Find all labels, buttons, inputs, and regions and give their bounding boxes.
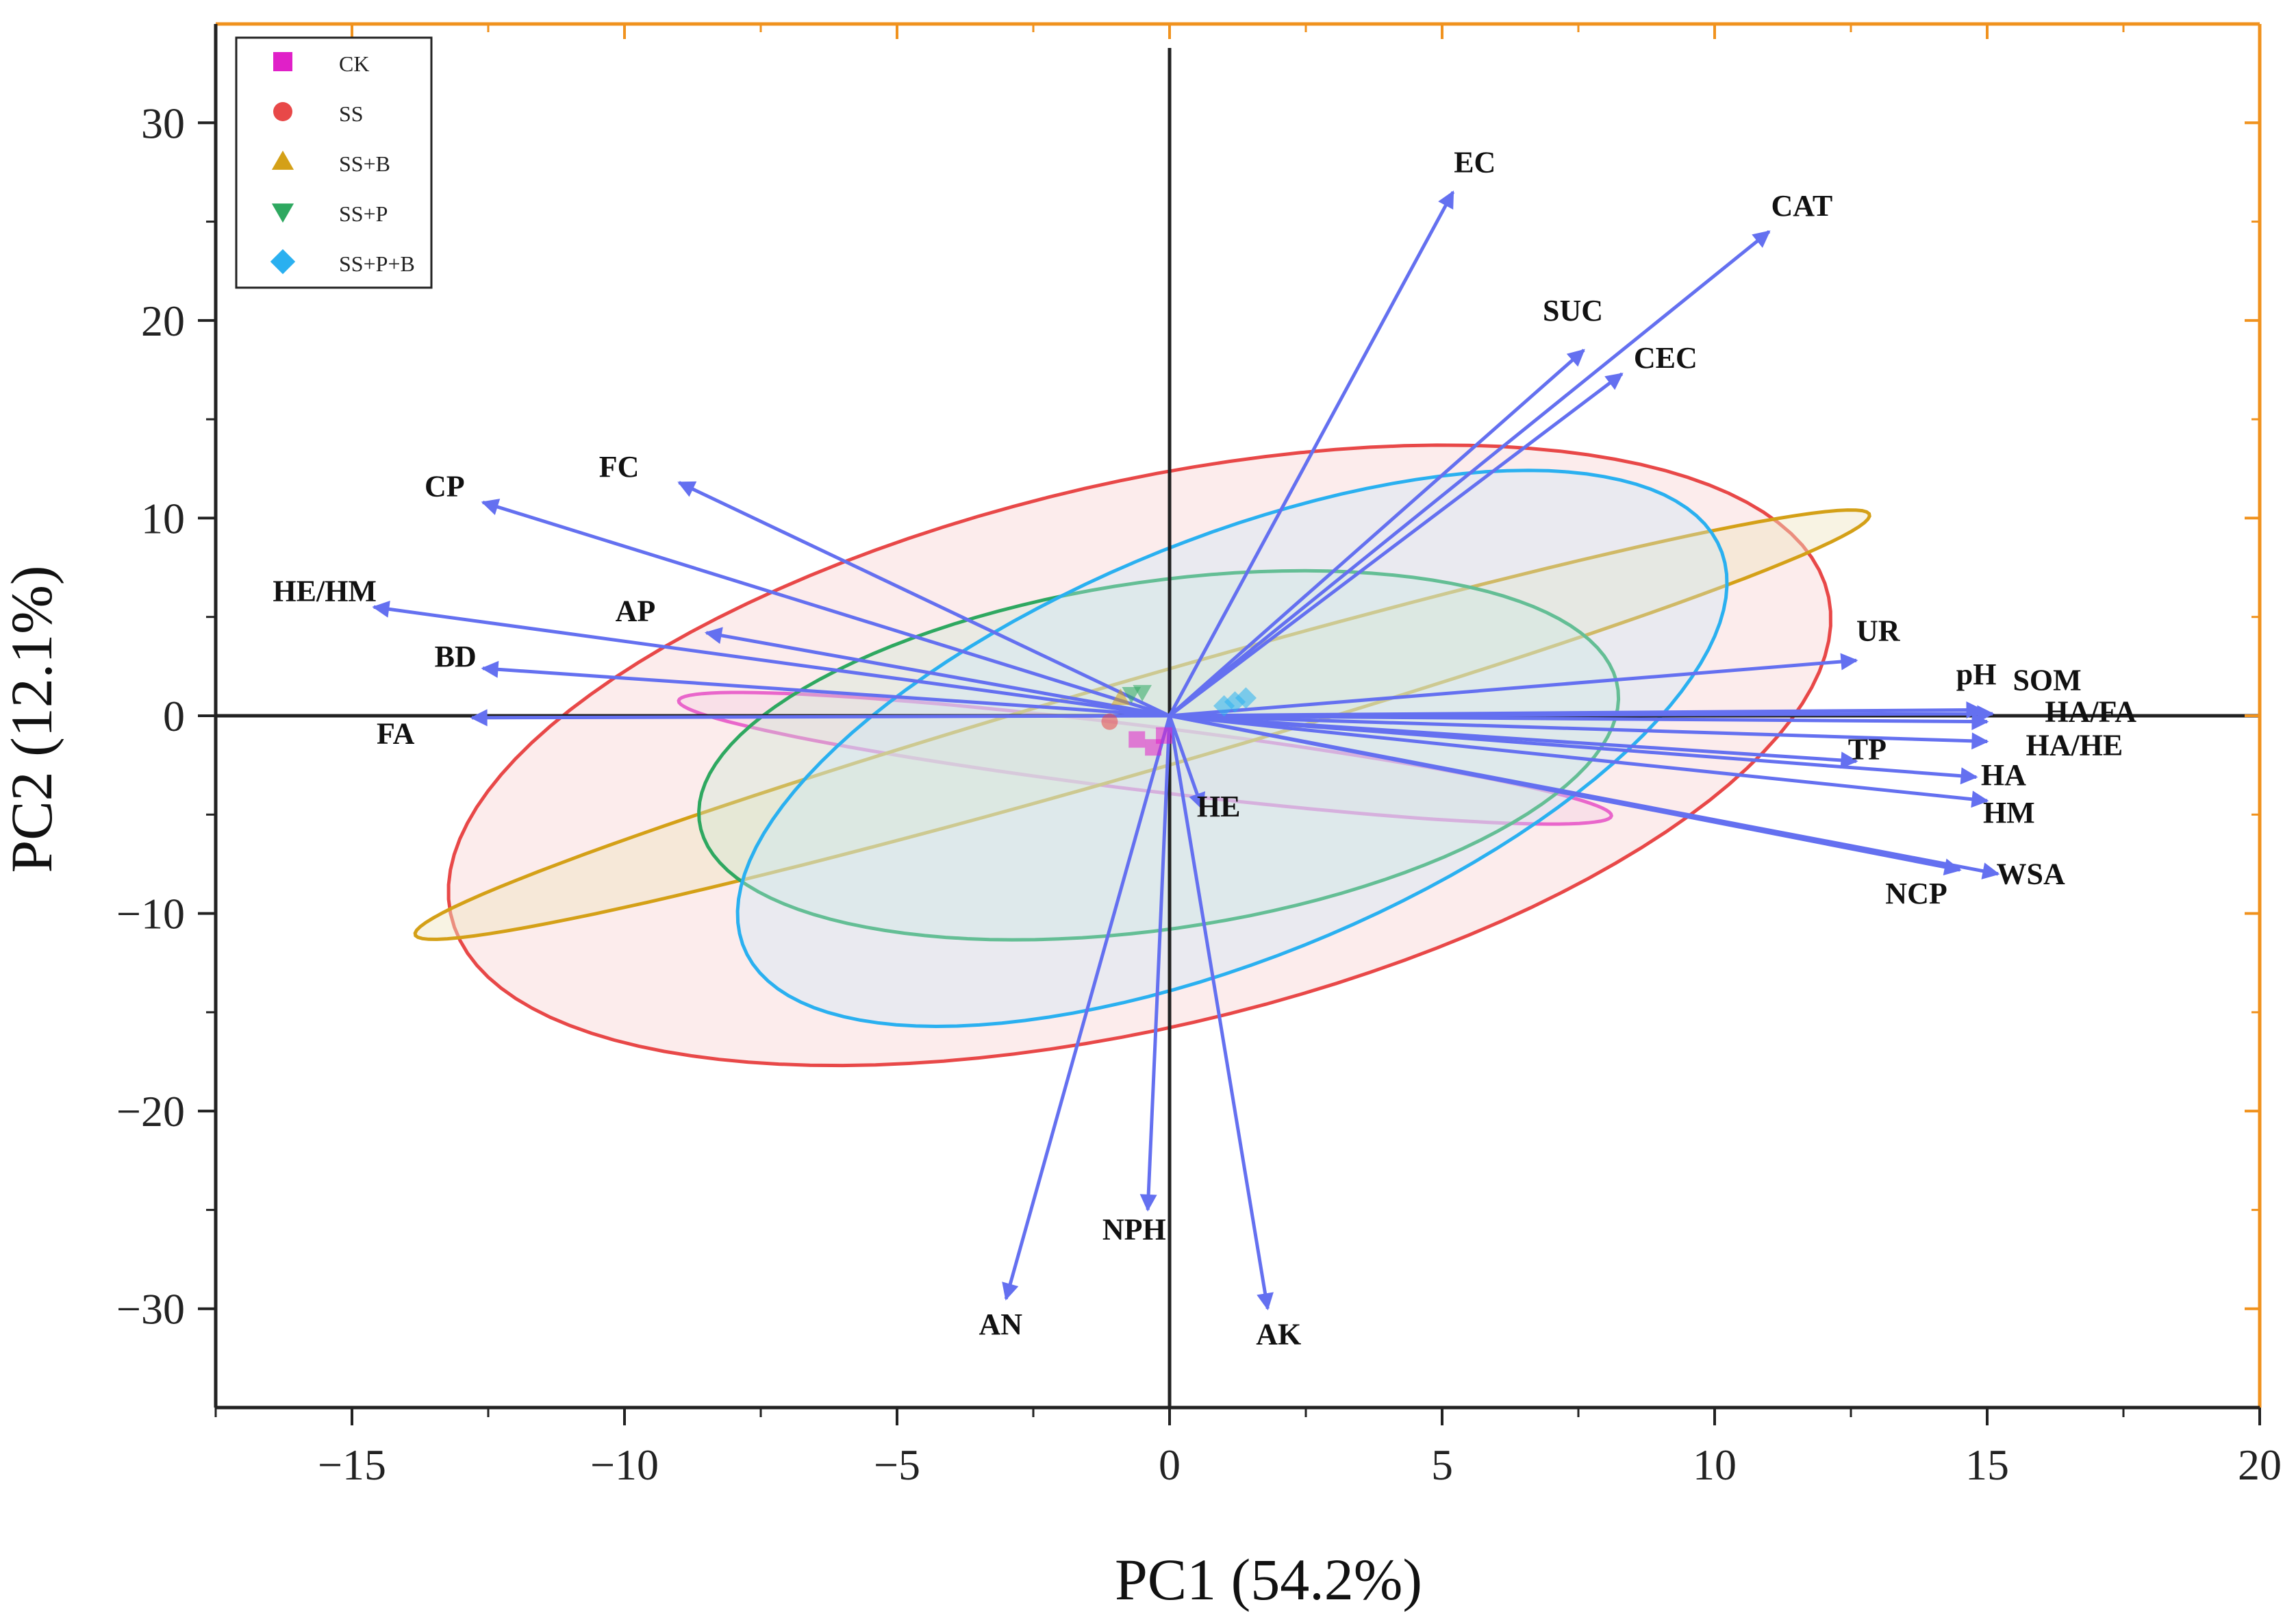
loading-arrow-cat [1168, 230, 1771, 717]
loading-label-tp: TP [1848, 732, 1887, 766]
loading-label-wsa: WSA [1997, 857, 2065, 890]
loading-arrow-fc [677, 481, 1171, 718]
legend-label-ss-plus-b: SS+B [339, 151, 390, 176]
loading-label-he: HE [1197, 790, 1241, 823]
loading-arrow-ak [1168, 715, 1274, 1311]
point-ss-plus-b [1111, 688, 1131, 705]
loading-arrow-ur [1169, 653, 1858, 718]
point-ss-plus-p-plus-b [1213, 695, 1235, 717]
loading-label-som: SOM [2013, 663, 2081, 697]
point-ck [1128, 731, 1146, 748]
legend-label-ss-plus-p-plus-b: SS+P+B [339, 251, 415, 276]
x-tick-label: 5 [1431, 1440, 1453, 1489]
y-tick-label: 10 [141, 494, 185, 542]
loading-label-fa: FA [377, 716, 415, 750]
loading-label-ak: AK [1256, 1318, 1301, 1351]
loading-arrow-an [1002, 715, 1172, 1301]
y-tick-label: 30 [141, 99, 185, 147]
loading-arrow-suc [1168, 349, 1585, 717]
loading-arrow-fa [470, 709, 1170, 727]
x-axis-title: PC1 (54.2%) [1115, 1547, 1422, 1612]
loading-arrow-ap [704, 627, 1170, 718]
loading-arrow-cp [481, 499, 1170, 718]
loading-label-cec: CEC [1634, 341, 1698, 375]
sample-points [1101, 685, 1257, 756]
loading-arrow-hm [1169, 714, 1989, 808]
loading-label-he-hm: HE/HM [273, 575, 377, 608]
loading-label-ur: UR [1856, 614, 1901, 647]
y-tick-label: 20 [141, 297, 185, 345]
loading-arrow-he-hm [372, 600, 1170, 718]
loading-label-ph: pH [1956, 658, 1997, 691]
loading-arrow-nph [1139, 715, 1172, 1212]
x-tick-label: 15 [1965, 1440, 2009, 1489]
loading-arrow-ha [1169, 714, 1978, 785]
loading-label-cp: CP [425, 470, 465, 503]
x-tick-label: 10 [1693, 1440, 1737, 1489]
y-tick-label: −10 [116, 890, 185, 938]
loading-label-bd: BD [435, 640, 477, 673]
loading-label-nph: NPH [1102, 1213, 1166, 1247]
x-tick-label: −10 [590, 1440, 659, 1489]
ellipse-ss-plus-p-plus-b [735, 469, 1729, 1029]
y-tick-label: −30 [116, 1285, 185, 1334]
loading-label-ncp: NCP [1885, 877, 1947, 910]
ellipse-ss-plus-b [413, 508, 1871, 941]
legend-marker-ck [273, 52, 292, 71]
axis-ticks: −15 −10 −5 0 5 10 15 20 −30 −20 −10 0 10 20 30 [116, 24, 2282, 1489]
loading-label-ha-fa: HA/FA [2045, 695, 2136, 729]
legend-marker-ss-plus-p-plus-b [270, 249, 296, 275]
loading-label-ha: HA [1981, 758, 2026, 792]
x-tick-label: 20 [2238, 1440, 2282, 1489]
legend-marker-ss-plus-b [271, 150, 294, 170]
loading-arrow-ncp [1169, 714, 1962, 876]
loading-arrow-cec [1168, 372, 1624, 717]
confidence-ellipses [413, 443, 1871, 1068]
legend-marker-ss [273, 102, 292, 121]
legend: CK SS SS+B SS+P SS+P+B [235, 36, 433, 289]
y-tick-label: −20 [116, 1087, 185, 1136]
loading-label-fc: FC [599, 450, 640, 484]
loading-arrow-ha-he [1169, 714, 1989, 750]
loading-arrow-he [1168, 715, 1206, 810]
x-tick-label: −15 [318, 1440, 386, 1489]
loading-label-ap: AP [616, 594, 656, 627]
point-ck [1156, 727, 1173, 744]
loading-label-ha-he: HA/HE [2026, 729, 2123, 762]
point-ss-plus-p [1122, 687, 1141, 704]
point-ss-plus-p-plus-b [1235, 687, 1257, 709]
loading-label-an: AN [979, 1308, 1022, 1341]
legend-label-ss: SS [339, 101, 364, 126]
x-tick-label: −5 [874, 1440, 920, 1489]
legend-box [235, 36, 433, 289]
y-axis-title: PC2 (12.1%) [0, 565, 64, 873]
point-ss-plus-p [1133, 685, 1152, 702]
legend-label-ss-plus-p: SS+P [339, 201, 388, 226]
loading-arrow-ha-fa [1169, 712, 1989, 730]
loading-label-hm: HM [1983, 796, 2035, 829]
loading-label-ec: EC [1454, 145, 1496, 179]
loading-label-cat: CAT [1771, 189, 1833, 223]
loading-arrow-ec [1168, 190, 1455, 717]
loading-label-suc: SUC [1543, 294, 1603, 327]
x-tick-label: 0 [1159, 1440, 1181, 1489]
loading-arrow-bd [481, 660, 1170, 718]
point-ss [1101, 713, 1118, 730]
y-tick-label: 0 [163, 692, 185, 740]
legend-marker-ss-plus-p [271, 203, 294, 223]
legend-label-ck: CK [339, 51, 369, 76]
loading-vectors [372, 190, 2000, 1311]
